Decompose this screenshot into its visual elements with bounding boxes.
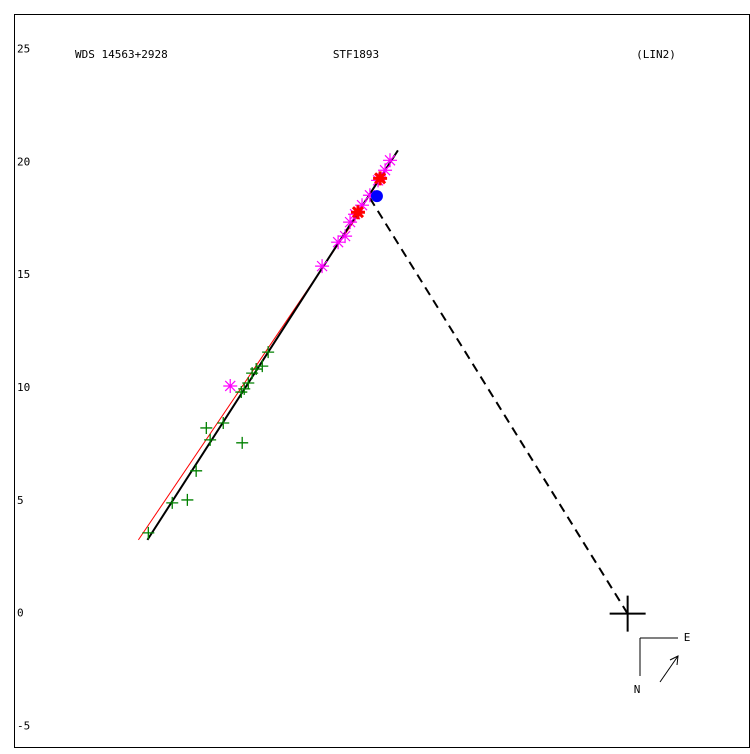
point — [383, 153, 398, 168]
point — [338, 229, 353, 244]
point — [256, 360, 269, 373]
point — [200, 421, 213, 434]
compass: E N — [634, 631, 691, 696]
point — [204, 433, 217, 446]
point — [181, 493, 194, 506]
point — [142, 526, 155, 539]
point — [223, 378, 238, 393]
chart-title: STF1893 — [333, 48, 379, 61]
annotation: (LIN2) — [636, 48, 676, 61]
point — [355, 198, 370, 213]
plot-frame — [14, 14, 750, 748]
point — [350, 205, 365, 220]
compass-label: E — [684, 631, 691, 644]
point — [315, 259, 330, 274]
point — [166, 496, 179, 509]
y-tick-label: 25 — [17, 42, 30, 55]
y-tick-label: 5 — [17, 494, 24, 507]
point — [609, 595, 646, 632]
point — [190, 464, 203, 477]
point — [242, 377, 255, 390]
point — [235, 386, 248, 399]
fit-line — [369, 197, 629, 615]
point — [236, 436, 249, 449]
point — [331, 235, 346, 250]
point — [370, 190, 383, 203]
point — [378, 163, 393, 178]
y-tick-label: 15 — [17, 268, 30, 281]
point — [250, 363, 263, 376]
compass-label: N — [634, 683, 641, 696]
compass-arrowhead — [669, 655, 679, 666]
point — [373, 171, 388, 186]
y-tick-label: 10 — [17, 381, 30, 394]
point — [217, 416, 230, 429]
point — [262, 346, 275, 359]
point — [362, 188, 377, 203]
annotation: WDS 14563+2928 — [75, 48, 168, 61]
compass-arrow — [659, 655, 679, 683]
y-tick-label: 20 — [17, 155, 30, 168]
point — [343, 215, 358, 230]
y-tick-label: 0 — [17, 607, 24, 620]
y-tick-label: -5 — [17, 720, 30, 733]
